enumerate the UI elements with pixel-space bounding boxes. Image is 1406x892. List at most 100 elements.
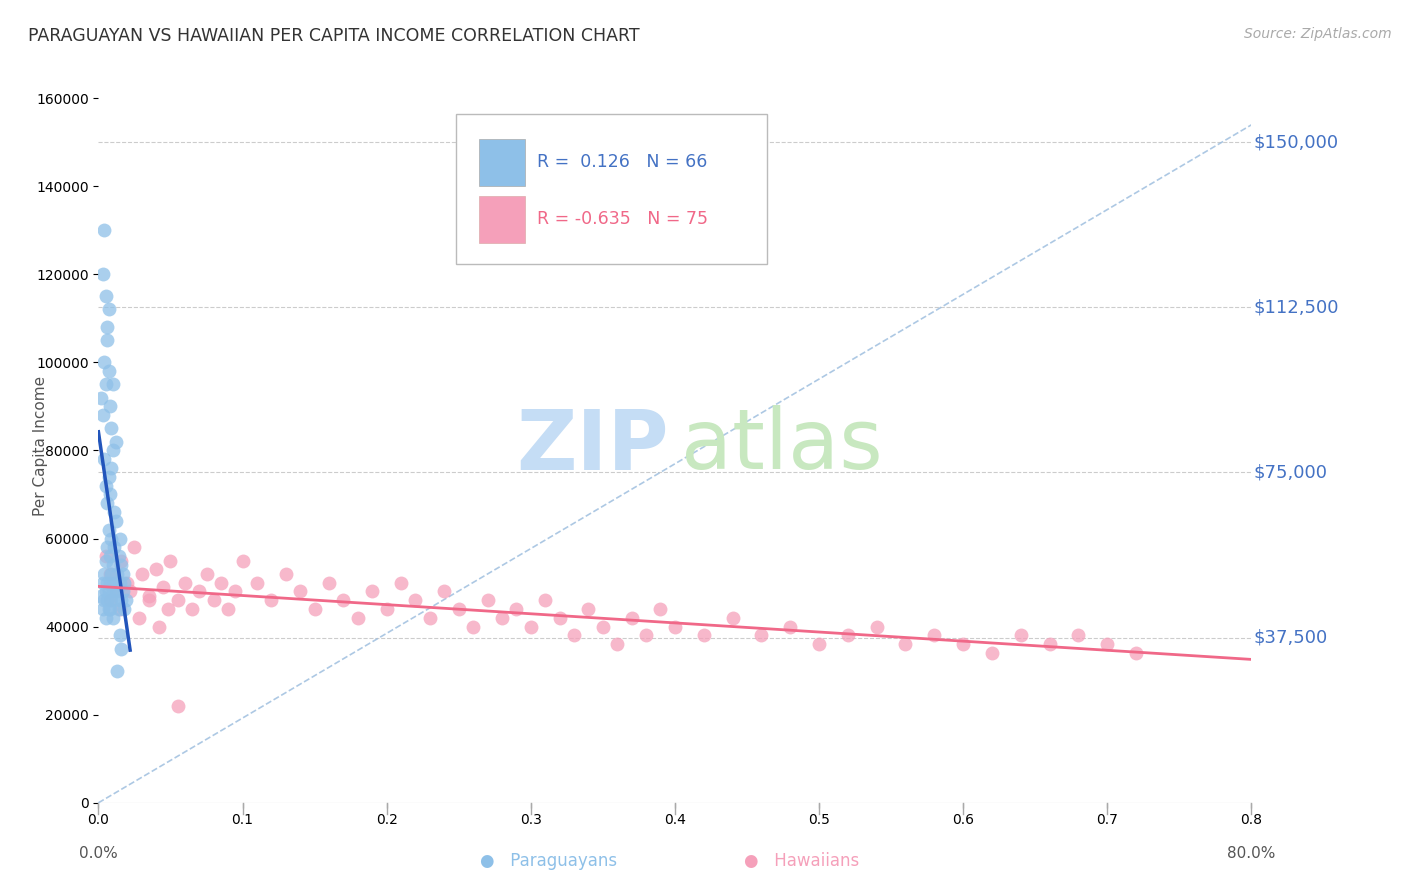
Point [103, 541, 125, 555]
Point [91, 575, 114, 590]
Text: ●   Paraguayans: ● Paraguayans [479, 852, 617, 870]
Point [1125, 646, 1147, 660]
Point [114, 593, 136, 607]
Point [94, 289, 117, 303]
Point [98, 400, 121, 414]
Point [477, 593, 499, 607]
Point [534, 593, 557, 607]
Point [461, 619, 484, 633]
Point [98, 602, 121, 616]
Point [98, 566, 121, 581]
Point [94, 377, 117, 392]
Point [188, 584, 211, 599]
Point [491, 611, 513, 625]
Point [837, 628, 859, 642]
Point [97, 584, 120, 599]
Point [1097, 637, 1119, 651]
Point [105, 584, 128, 599]
Point [107, 549, 129, 563]
Point [664, 619, 686, 633]
Point [209, 575, 232, 590]
Point [96, 593, 118, 607]
Point [361, 584, 384, 599]
Point [98, 593, 121, 607]
Point [578, 602, 600, 616]
Point [405, 593, 427, 607]
Point [807, 637, 830, 651]
Point [217, 602, 239, 616]
Point [138, 589, 160, 603]
Point [138, 593, 160, 607]
Point [108, 532, 131, 546]
Point [636, 628, 658, 642]
Point [94, 584, 117, 599]
Point [505, 602, 527, 616]
Text: Per Capita Income: Per Capita Income [34, 376, 48, 516]
Text: atlas: atlas [681, 406, 883, 486]
Point [751, 628, 773, 642]
Text: $112,500: $112,500 [1254, 298, 1339, 317]
Point [110, 553, 132, 567]
Point [93, 355, 115, 369]
Point [98, 549, 121, 563]
Point [1067, 628, 1090, 642]
Point [174, 575, 197, 590]
Point [152, 580, 174, 594]
Point [433, 584, 456, 599]
Text: $75,000: $75,000 [1254, 464, 1327, 482]
Point [94, 478, 117, 492]
Point [100, 593, 122, 607]
Point [290, 584, 312, 599]
Point [110, 593, 132, 607]
Point [111, 584, 134, 599]
Point [97, 470, 120, 484]
Point [104, 514, 127, 528]
Point [103, 505, 125, 519]
Point [124, 541, 146, 555]
Point [103, 575, 125, 590]
Point [181, 602, 204, 616]
Point [97, 602, 120, 616]
Text: 80.0%: 80.0% [1227, 846, 1275, 861]
Point [779, 619, 801, 633]
Point [100, 566, 122, 581]
Text: ZIP: ZIP [516, 406, 669, 486]
Point [107, 602, 129, 616]
Point [93, 566, 115, 581]
Point [101, 377, 124, 392]
Point [90, 391, 112, 405]
Text: $150,000: $150,000 [1254, 133, 1339, 151]
Point [101, 558, 124, 572]
Point [419, 611, 441, 625]
Point [101, 443, 124, 458]
Point [108, 575, 131, 590]
Point [145, 562, 167, 576]
Point [131, 566, 153, 581]
Point [246, 575, 269, 590]
Bar [479, 196, 524, 243]
Point [100, 532, 122, 546]
Point [93, 452, 115, 467]
Point [94, 549, 117, 563]
Point [112, 575, 135, 590]
Point [224, 584, 246, 599]
Point [100, 461, 122, 475]
Point [105, 566, 128, 581]
Point [375, 602, 398, 616]
Point [922, 628, 945, 642]
Point [94, 611, 117, 625]
Point [606, 637, 628, 651]
Point [166, 698, 188, 713]
Text: R = -0.635   N = 75: R = -0.635 N = 75 [537, 211, 707, 228]
Point [148, 619, 170, 633]
Point [104, 584, 127, 599]
Point [195, 566, 218, 581]
Point [202, 593, 225, 607]
Point [96, 541, 118, 555]
Point [94, 553, 117, 567]
Point [592, 619, 614, 633]
Point [128, 611, 150, 625]
Point [98, 575, 121, 590]
Point [721, 611, 744, 625]
Point [1038, 637, 1062, 651]
